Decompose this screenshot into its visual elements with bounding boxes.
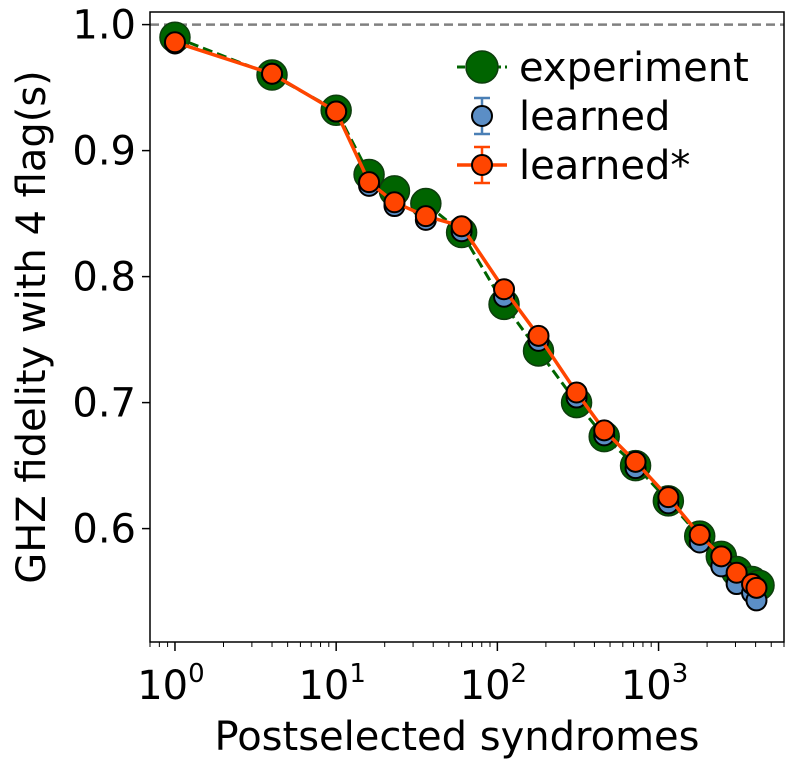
legend-learned-marker bbox=[471, 105, 493, 127]
x-tick-label: 102 bbox=[460, 659, 527, 709]
x-tick-label: 103 bbox=[621, 659, 688, 709]
plot-frame bbox=[149, 11, 785, 643]
learned-star-point bbox=[325, 100, 348, 123]
x-tick-label: 100 bbox=[137, 659, 204, 709]
x-tick-exponent: 2 bbox=[511, 659, 528, 689]
learned-star-point bbox=[710, 545, 733, 568]
legend-learned-star-marker bbox=[471, 154, 493, 176]
learned-star-point bbox=[383, 191, 406, 214]
learned-star-point bbox=[527, 324, 550, 347]
x-tick-exponent: 3 bbox=[672, 659, 689, 689]
series-layer bbox=[159, 21, 775, 612]
legend-experiment-marker bbox=[465, 50, 499, 84]
x-axis-label: Postselected syndromes bbox=[215, 714, 700, 760]
plot-area bbox=[150, 12, 784, 642]
x-tick-label: 101 bbox=[298, 659, 365, 709]
y-tick-label: 0.9 bbox=[72, 129, 136, 175]
learned-star-point bbox=[163, 31, 186, 54]
x-tick-exponent: 1 bbox=[349, 659, 366, 689]
y-tick-label: 0.8 bbox=[72, 255, 136, 301]
legend-learned-label: learned bbox=[519, 94, 670, 140]
learned-star-point bbox=[624, 450, 647, 473]
learned-star-point bbox=[414, 205, 437, 228]
learned-star-point bbox=[565, 381, 588, 404]
legend-experiment-label: experiment bbox=[519, 45, 749, 91]
learned-star-point bbox=[688, 523, 711, 546]
learned-star-point bbox=[657, 486, 680, 509]
learned-star-point bbox=[725, 561, 748, 584]
learned-star-point bbox=[745, 576, 768, 599]
legend-learned-star-label: learned* bbox=[519, 143, 690, 189]
learned-star-point bbox=[358, 171, 381, 194]
learned-star-point bbox=[261, 62, 284, 85]
y-tick-label: 0.7 bbox=[72, 381, 136, 427]
y-tick-label: 1.0 bbox=[72, 3, 136, 49]
learned-star-point bbox=[450, 215, 473, 238]
learned-star-point bbox=[493, 278, 516, 301]
learned-star-point bbox=[593, 419, 616, 442]
y-axis-label: GHZ fidelity with 4 flag(s) bbox=[9, 70, 55, 584]
y-tick-label: 0.6 bbox=[72, 507, 136, 553]
x-tick-exponent: 0 bbox=[188, 659, 205, 689]
